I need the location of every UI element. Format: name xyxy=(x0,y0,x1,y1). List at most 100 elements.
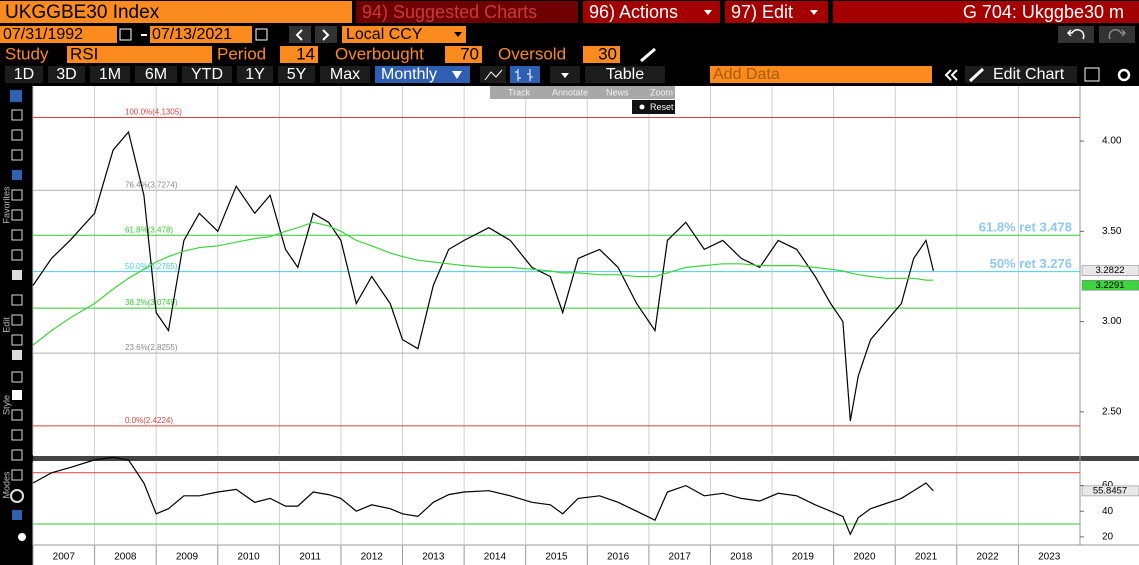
x-tick-label: 2015 xyxy=(545,552,568,563)
x-tick-label: 2023 xyxy=(1038,552,1061,563)
tool-icon[interactable] xyxy=(11,209,23,221)
currency-box[interactable] xyxy=(342,26,466,43)
fib-label: 0.0%(2.4224) xyxy=(125,416,173,425)
tool-icon[interactable] xyxy=(11,229,23,241)
caret xyxy=(452,71,462,79)
period: 1D xyxy=(14,66,34,83)
prev-arrow xyxy=(295,29,303,41)
oversold-label: Oversold xyxy=(498,44,566,63)
series-line xyxy=(32,456,934,536)
period-button[interactable] xyxy=(278,66,315,83)
panel-divider xyxy=(33,456,1139,461)
tool-track[interactable]: Track xyxy=(508,87,531,97)
tool-icon[interactable] xyxy=(11,429,23,441)
x-tick-label: 2018 xyxy=(730,552,753,563)
tool-icon[interactable] xyxy=(11,334,23,346)
tool-icon[interactable] xyxy=(12,510,22,520)
overbought-box[interactable] xyxy=(445,46,482,63)
x-tick-label: 2009 xyxy=(176,552,199,563)
y-tick-label: 4.00 xyxy=(1102,136,1122,147)
overbought: 70 xyxy=(460,44,479,63)
undo-button[interactable] xyxy=(1058,26,1094,43)
section-label: Modes xyxy=(1,471,11,499)
period-button[interactable] xyxy=(237,66,273,83)
y-tick-label: 40 xyxy=(1102,506,1114,517)
oversold-box[interactable] xyxy=(583,46,620,63)
edit-chart-button[interactable] xyxy=(965,66,1077,83)
y-tick-label: 20 xyxy=(1102,532,1114,543)
period-button[interactable] xyxy=(5,66,43,83)
edit-button[interactable] xyxy=(725,1,828,23)
undo-icon xyxy=(1066,29,1085,40)
period-button[interactable] xyxy=(48,66,85,83)
tool-icon[interactable] xyxy=(12,270,22,280)
redo-button[interactable] xyxy=(1099,26,1135,43)
x-tick-label: 2014 xyxy=(484,552,507,563)
fib-label: 38.2%(3.0749) xyxy=(125,298,178,307)
tool-icon[interactable] xyxy=(11,449,23,461)
security-box[interactable] xyxy=(0,1,352,23)
tool-icon[interactable] xyxy=(11,371,23,383)
calendar-icon[interactable] xyxy=(119,28,132,41)
tool-icon[interactable] xyxy=(12,350,22,360)
start-date: 07/31/1992 xyxy=(3,26,83,43)
period-box[interactable] xyxy=(280,46,318,63)
period-label: Period xyxy=(217,44,266,63)
start-date-box[interactable] xyxy=(0,26,117,43)
settings-icon[interactable] xyxy=(18,533,26,541)
x-tick-label: 2007 xyxy=(53,552,76,563)
actions-button[interactable] xyxy=(583,1,720,23)
tool-icon[interactable] xyxy=(11,469,23,481)
study-box[interactable] xyxy=(67,46,212,63)
tool-annotate[interactable]: Annotate xyxy=(552,87,588,97)
tool-icon[interactable] xyxy=(11,109,23,121)
period-button[interactable] xyxy=(135,66,177,83)
add-data: Add Data xyxy=(713,66,780,83)
tool-icon[interactable] xyxy=(12,390,22,400)
reset-button[interactable] xyxy=(632,100,675,114)
x-tick-label: 2010 xyxy=(237,552,260,563)
edit: 97) Edit xyxy=(731,2,793,22)
tool-news[interactable]: News xyxy=(606,87,629,97)
x-tick-label: 2013 xyxy=(422,552,445,563)
last-value: 3.2291 xyxy=(1095,280,1124,291)
pen-icon[interactable] xyxy=(640,47,656,63)
tool-icon[interactable] xyxy=(11,249,23,261)
period-button[interactable] xyxy=(182,66,232,83)
tool-zoom[interactable]: Zoom xyxy=(650,87,673,97)
tool-icon[interactable] xyxy=(11,189,23,201)
x-tick-label: 2021 xyxy=(915,552,938,563)
add-data-box[interactable] xyxy=(710,66,932,83)
section-label: Style xyxy=(1,395,11,415)
end-date-box[interactable] xyxy=(150,26,252,43)
gear-icon[interactable] xyxy=(1117,68,1131,82)
fib-label: 76.4%(3.7274) xyxy=(125,180,178,189)
period-button[interactable] xyxy=(90,66,130,83)
period: 5Y xyxy=(287,66,307,83)
tool-icon[interactable] xyxy=(11,149,23,161)
prev-button[interactable] xyxy=(289,26,311,43)
frequency-box[interactable] xyxy=(375,66,470,83)
tool-icon[interactable] xyxy=(11,129,23,141)
settings-icon[interactable] xyxy=(1084,67,1100,82)
calendar-icon[interactable] xyxy=(255,28,268,41)
tool-icon[interactable] xyxy=(11,294,23,306)
tool-icon[interactable] xyxy=(12,170,22,180)
tool-icon[interactable] xyxy=(10,90,22,102)
end-date: 07/13/2021 xyxy=(152,26,232,43)
caret xyxy=(704,10,712,15)
tool-icon[interactable] xyxy=(11,314,23,326)
table-button[interactable] xyxy=(585,66,665,83)
suggested-button[interactable] xyxy=(356,1,578,23)
next-button[interactable] xyxy=(315,26,337,43)
caret xyxy=(454,32,462,37)
tool-icon[interactable] xyxy=(11,409,23,421)
x-tick-label: 2012 xyxy=(361,552,384,563)
collapse-icon[interactable] xyxy=(944,69,952,81)
series-line xyxy=(32,221,934,346)
period-button[interactable] xyxy=(320,66,370,83)
tool-icon[interactable] xyxy=(10,489,24,503)
bar-icon[interactable] xyxy=(510,66,540,83)
redo-icon xyxy=(1108,29,1127,40)
